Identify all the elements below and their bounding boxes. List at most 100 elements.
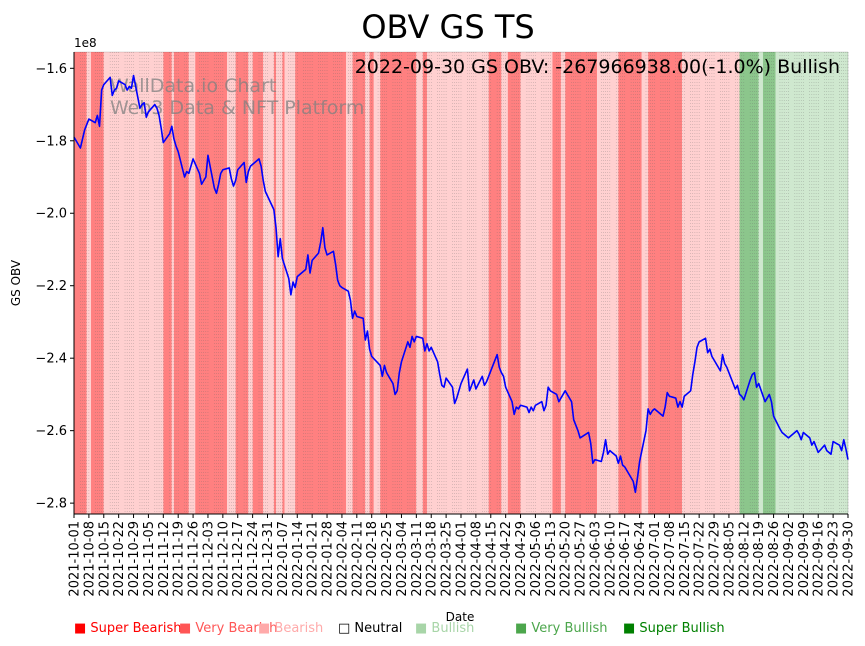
series-layer [73, 74, 849, 494]
x-tick-label: 2022-02-18 [365, 521, 380, 597]
x-tick-label: 2022-03-25 [440, 521, 455, 597]
x-tick-label: 2022-04-08 [469, 521, 484, 597]
x-tick-label: 2022-09-02 [782, 521, 797, 597]
band-bearish [520, 52, 553, 514]
x-tick-label: 2022-03-18 [425, 521, 440, 597]
legend-item-very-bullish: ■ Very Bullish [515, 621, 608, 636]
x-tick-label: 2022-06-03 [588, 521, 603, 597]
x-tick-label: 2021-10-29 [127, 521, 142, 597]
band-bullish [786, 52, 848, 514]
band-bearish [426, 52, 489, 514]
y-tick-label: −2.6 [35, 424, 67, 439]
x-tick-label: 2021-10-08 [82, 521, 97, 597]
x-tick-label: 2022-04-22 [499, 521, 514, 597]
x-tick-label: 2021-10-01 [68, 521, 83, 597]
watermark-line-2: Web3 Data & NFT Platform [110, 97, 364, 119]
band-very-bearish [273, 52, 277, 514]
x-tick-label: 2021-11-26 [187, 521, 202, 597]
y-scale-label: 1e8 [74, 36, 97, 50]
x-tick-label: 2022-09-30 [842, 521, 857, 597]
x-tick-label: 2022-07-15 [678, 521, 693, 597]
x-tick-label: 2022-01-07 [276, 521, 291, 597]
x-tick-label: 2022-09-09 [797, 521, 812, 597]
band-bearish [346, 52, 353, 514]
band-bearish [188, 52, 196, 514]
x-tick-label: 2022-05-13 [544, 521, 559, 597]
legend-item-very-bearish: ■ Very Bearish [179, 621, 278, 636]
x-tick-label: 2022-09-16 [812, 521, 827, 597]
x-tick-label: 2022-07-01 [648, 521, 663, 597]
x-tick-label: 2022-08-26 [767, 521, 782, 597]
x-tick-label: 2022-01-14 [291, 521, 306, 597]
band-very-bearish [565, 52, 598, 514]
watermark: WallData.io Chart Web3 Data & NFT Platfo… [110, 75, 364, 119]
y-tick-label: −2.2 [35, 279, 67, 294]
y-tick-label: −2.0 [35, 207, 67, 222]
x-tick-label: 2021-12-17 [231, 521, 246, 597]
x-tick-label: 2022-08-19 [752, 521, 767, 597]
band-very-bearish [488, 52, 502, 514]
band-very-bearish [195, 52, 228, 514]
watermark-line-1: WallData.io Chart [110, 75, 276, 97]
band-bearish [416, 52, 423, 514]
band-very-bearish [163, 52, 172, 514]
legend-item-super-bullish: ■ Super Bullish [623, 621, 725, 636]
x-tick-label: 2022-05-27 [574, 521, 589, 597]
y-axis-label: GS OBV [9, 259, 23, 306]
x-tick-label: 2022-03-11 [410, 521, 425, 597]
vertical-grid [73, 52, 849, 514]
band-bearish [641, 52, 649, 514]
x-tick-label: 2021-12-24 [246, 521, 261, 597]
x-tick-label: 2021-11-19 [172, 521, 187, 597]
x-tick-label: 2022-05-06 [529, 521, 544, 597]
x-tick-label: 2022-07-08 [663, 521, 678, 597]
x-tick-label: 2022-02-25 [380, 521, 395, 597]
y-tick-label: −2.8 [35, 497, 67, 512]
band-bearish [276, 52, 283, 514]
legend-item-bearish: ■ Bearish [258, 621, 324, 636]
legend-item-neutral: □ Neutral [338, 621, 403, 636]
band-very-bearish [352, 52, 366, 514]
x-tick-label: 2021-12-31 [261, 521, 276, 597]
band-bullish [775, 52, 787, 514]
x-tick-label: 2022-07-22 [693, 521, 708, 597]
x-tick-label: 2022-01-28 [321, 521, 336, 597]
x-tick-label: 2021-11-12 [157, 521, 172, 597]
band-very-bearish [618, 52, 642, 514]
x-tick-label: 2022-06-24 [633, 521, 648, 597]
band-very-bearish [282, 52, 285, 514]
band-bullish [758, 52, 763, 514]
band-bearish [171, 52, 174, 514]
legend-item-super-bearish: ■ Super Bearish [74, 621, 182, 636]
y-tick-label: −1.8 [35, 134, 67, 149]
x-tick-label: 2022-05-20 [559, 521, 574, 597]
x-tick-label: 2022-06-17 [618, 521, 633, 597]
x-tick-label: 2022-04-29 [514, 521, 529, 597]
x-tick-label: 2022-04-15 [484, 521, 499, 597]
band-very-bullish [739, 52, 759, 514]
x-tick-label: 2022-01-21 [306, 521, 321, 597]
band-very-bearish [252, 52, 264, 514]
band-bearish [682, 52, 740, 514]
band-bearish [501, 52, 508, 514]
y-tick-label: −2.4 [35, 352, 67, 367]
x-tick-label: 2021-11-05 [142, 521, 157, 597]
x-tick-label: 2022-07-29 [708, 521, 723, 597]
x-tick-label: 2021-12-10 [216, 521, 231, 597]
x-tick-label: 2022-08-12 [737, 521, 752, 597]
x-tick-label: 2021-10-15 [97, 521, 112, 597]
x-tick-label: 2022-03-04 [395, 521, 410, 597]
x-tick-label: 2022-02-11 [350, 521, 365, 597]
x-tick-label: 2022-06-10 [603, 521, 618, 597]
x-tick-label: 2021-12-03 [201, 521, 216, 597]
obv-line [73, 74, 849, 494]
band-bearish [373, 52, 381, 514]
x-tick-label: 2022-09-23 [827, 521, 842, 597]
x-tick-label: 2022-08-05 [722, 521, 737, 597]
x-tick-label: 2022-04-01 [455, 521, 470, 597]
chart-annotation: 2022-09-30 GS OBV: -267966938.00(-1.0%) … [355, 56, 840, 78]
y-tick-label: −1.6 [35, 62, 67, 77]
band-bearish [263, 52, 274, 514]
legend-item-bullish: ■ Bullish [415, 621, 475, 636]
